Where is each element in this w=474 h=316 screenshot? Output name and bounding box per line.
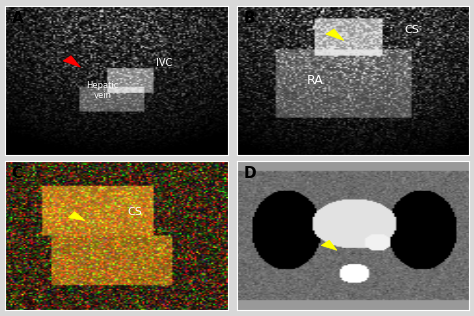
Text: C: C [11, 166, 23, 181]
Text: CS: CS [404, 25, 419, 35]
Polygon shape [326, 29, 344, 40]
Text: D: D [244, 166, 256, 181]
Text: CS: CS [127, 207, 142, 217]
Text: A: A [11, 11, 23, 26]
Polygon shape [69, 212, 85, 221]
Polygon shape [113, 162, 474, 316]
Text: RA: RA [307, 74, 323, 87]
Text: IVC: IVC [156, 58, 173, 68]
Text: B: B [244, 11, 255, 26]
Polygon shape [0, 170, 338, 316]
Text: Hepatic
vein: Hepatic vein [87, 81, 119, 100]
Polygon shape [321, 240, 337, 250]
Polygon shape [63, 56, 81, 67]
